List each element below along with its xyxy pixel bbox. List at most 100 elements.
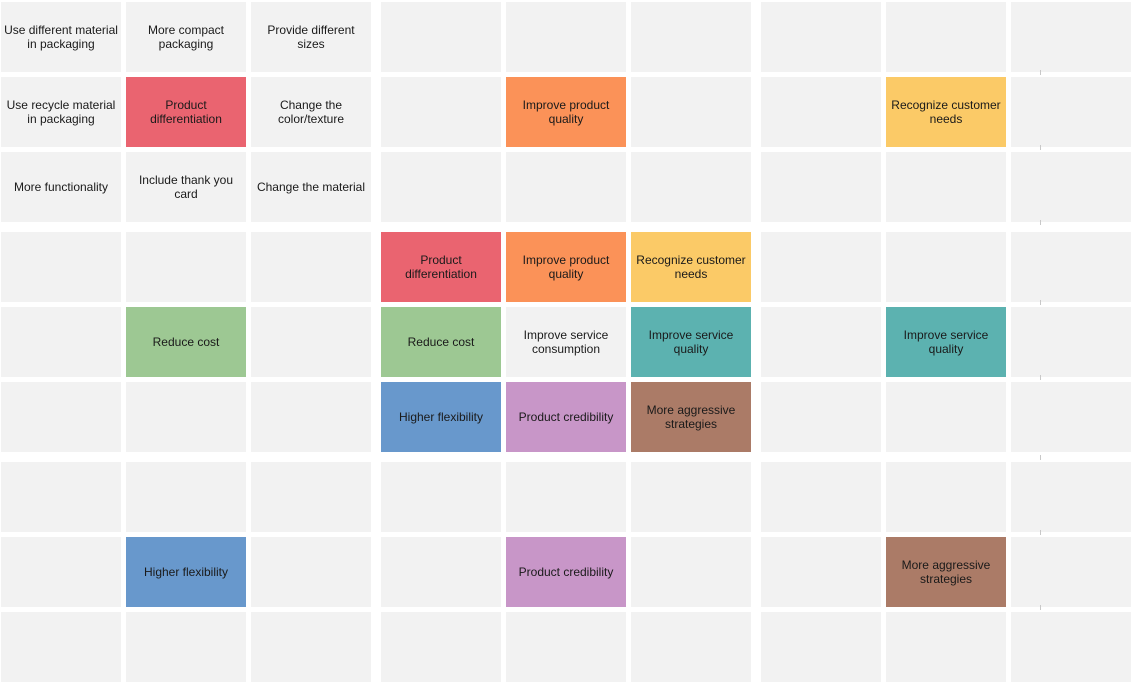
idea-card-r2c8: Recognize customer needs <box>886 77 1006 147</box>
empty-cell <box>1011 2 1131 72</box>
idea-card-label: Use different material in packaging <box>4 23 118 51</box>
idea-card-label: Recognize customer needs <box>891 98 1001 126</box>
idea-card-r2c1: Use recycle material in packaging <box>1 77 121 147</box>
idea-card-r6c4: Higher flexibility <box>381 382 501 452</box>
idea-card-r3c1: More functionality <box>1 152 121 222</box>
idea-card-label: Change the material <box>256 180 366 194</box>
idea-card-r1c2: More compact packaging <box>126 2 246 72</box>
idea-card-r4c5: Improve product quality <box>506 232 626 302</box>
idea-card-r4c6: Recognize customer needs <box>631 232 751 302</box>
idea-card-label: Reduce cost <box>152 335 220 349</box>
empty-cell <box>631 612 751 682</box>
idea-card-r1c1: Use different material in packaging <box>1 2 121 72</box>
empty-cell <box>761 2 881 72</box>
empty-cell <box>381 462 501 532</box>
idea-card-label: More aggressive strategies <box>901 558 991 586</box>
idea-card-r2c2: Product differentiation <box>126 77 246 147</box>
empty-cell <box>1011 152 1131 222</box>
empty-cell <box>251 382 371 452</box>
empty-cell <box>761 77 881 147</box>
idea-card-r5c2: Reduce cost <box>126 307 246 377</box>
empty-cell <box>631 462 751 532</box>
empty-cell <box>1 382 121 452</box>
empty-cell <box>1011 462 1131 532</box>
empty-cell <box>506 612 626 682</box>
empty-cell <box>251 537 371 607</box>
empty-cell <box>631 2 751 72</box>
empty-cell <box>381 537 501 607</box>
empty-cell <box>631 537 751 607</box>
idea-card-r3c2: Include thank you card <box>126 152 246 222</box>
empty-cell <box>1011 537 1131 607</box>
empty-cell <box>886 2 1006 72</box>
idea-card-label: More aggressive strategies <box>646 403 736 431</box>
empty-cell <box>761 232 881 302</box>
idea-card-label: Higher flexibility <box>398 410 484 424</box>
empty-cell <box>251 232 371 302</box>
empty-cell <box>506 462 626 532</box>
empty-cell <box>886 612 1006 682</box>
idea-card-label: Improve service quality <box>903 328 989 356</box>
idea-card-r6c6: More aggressive strategies <box>631 382 751 452</box>
idea-card-label: More compact packaging <box>147 23 225 51</box>
idea-card-r2c5: Improve product quality <box>506 77 626 147</box>
empty-cell <box>1011 77 1131 147</box>
empty-cell <box>1011 307 1131 377</box>
idea-card-label: Improve service consumption <box>523 328 609 356</box>
idea-card-label: Higher flexibility <box>143 565 229 579</box>
idea-card-r2c3: Change the color/texture <box>251 77 371 147</box>
idea-card-label: Product differentiation <box>150 98 222 126</box>
empty-cell <box>761 152 881 222</box>
gutter-tick <box>1040 145 1041 150</box>
empty-cell <box>1 232 121 302</box>
empty-cell <box>126 382 246 452</box>
idea-card-r3c3: Change the material <box>251 152 371 222</box>
idea-card-r5c5: Improve service consumption <box>506 307 626 377</box>
empty-cell <box>126 232 246 302</box>
idea-card-r5c4: Reduce cost <box>381 307 501 377</box>
gutter-tick <box>1040 605 1041 610</box>
idea-card-label: Use recycle material in packaging <box>6 98 116 126</box>
empty-cell <box>506 2 626 72</box>
empty-cell <box>381 612 501 682</box>
idea-card-label: Reduce cost <box>407 335 475 349</box>
empty-cell <box>1011 232 1131 302</box>
gutter-tick <box>1040 70 1041 75</box>
empty-cell <box>251 462 371 532</box>
idea-card-r6c5: Product credibility <box>506 382 626 452</box>
idea-card-label: More functionality <box>13 180 109 194</box>
gutter-tick <box>1040 375 1041 380</box>
empty-cell <box>1011 612 1131 682</box>
idea-card-label: Change the color/texture <box>277 98 345 126</box>
idea-card-r5c8: Improve service quality <box>886 307 1006 377</box>
empty-cell <box>381 77 501 147</box>
empty-cell <box>761 307 881 377</box>
gutter-tick <box>1040 455 1041 460</box>
gutter-tick <box>1040 530 1041 535</box>
empty-cell <box>251 307 371 377</box>
idea-card-label: Improve service quality <box>648 328 734 356</box>
empty-cell <box>251 612 371 682</box>
idea-card-r8c5: Product credibility <box>506 537 626 607</box>
empty-cell <box>761 462 881 532</box>
idea-card-label: Include thank you card <box>138 173 234 201</box>
empty-cell <box>631 152 751 222</box>
empty-cell <box>886 152 1006 222</box>
empty-cell <box>126 462 246 532</box>
idea-card-label: Recognize customer needs <box>636 253 746 281</box>
idea-card-r8c8: More aggressive strategies <box>886 537 1006 607</box>
empty-cell <box>1 612 121 682</box>
gutter-tick <box>1040 220 1041 225</box>
empty-cell <box>761 382 881 452</box>
empty-cell <box>381 2 501 72</box>
empty-cell <box>1 537 121 607</box>
idea-card-label: Product credibility <box>518 410 614 424</box>
empty-cell <box>886 382 1006 452</box>
gutter-tick <box>1040 300 1041 305</box>
empty-cell <box>761 612 881 682</box>
idea-card-r8c2: Higher flexibility <box>126 537 246 607</box>
empty-cell <box>1011 382 1131 452</box>
empty-cell <box>1 462 121 532</box>
empty-cell <box>1 307 121 377</box>
